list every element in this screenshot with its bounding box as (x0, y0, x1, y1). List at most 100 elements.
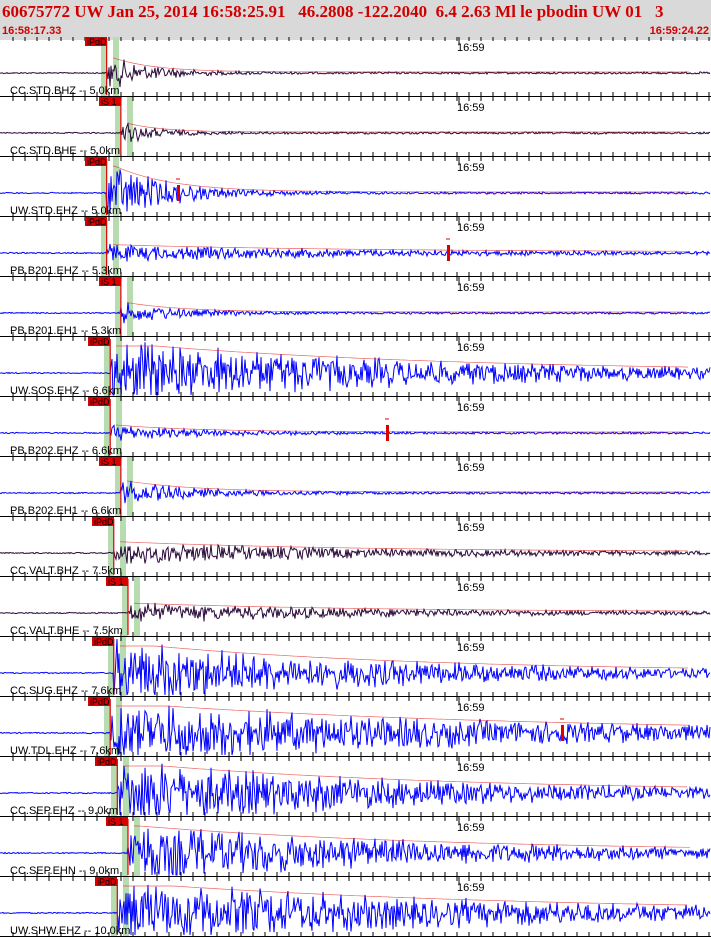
coda-envelope (134, 825, 690, 848)
s-arrival-band (120, 517, 126, 577)
p-arrival-band (101, 157, 107, 217)
channel-label: CC.SUG.EHZ -- 7.6km (10, 685, 121, 697)
coda-envelope (119, 541, 689, 552)
minute-tick-label: 16:59 (457, 102, 485, 114)
minute-tick-label: 16:59 (457, 282, 485, 294)
waveform-trace (0, 302, 711, 324)
waveform-trace (0, 121, 711, 143)
coda-envelope (115, 424, 688, 433)
channel-label: CC.SEP.EHZ -- 9.0km (10, 805, 118, 817)
coda-envelope (120, 645, 688, 669)
minute-tick-label: 16:59 (457, 822, 485, 834)
p-arrival-band (108, 637, 114, 697)
channel-label: UW.SHW.EHZ -- 10.0km (10, 925, 130, 937)
s-arrival-band (127, 97, 133, 157)
minute-tick-label: 16:59 (457, 42, 485, 54)
event-title: 60675772 UW Jan 25, 2014 16:58:25.91 46.… (2, 2, 664, 21)
minute-tick-label: 16:59 (457, 522, 485, 534)
pick-flag (99, 277, 121, 286)
minute-tick-label: 16:59 (457, 882, 485, 894)
waveform-trace (0, 763, 711, 816)
minute-tick-label: 16:59 (457, 162, 485, 174)
pick-label: iS 1 (101, 277, 117, 287)
pick-flag (99, 97, 121, 106)
p-arrival-band (111, 877, 117, 937)
waveform-trace (0, 543, 711, 564)
coda-envelope (112, 244, 689, 252)
channel-label: UW.SOS.EHZ -- 6.6km (10, 385, 122, 397)
minute-tick-label: 16:59 (457, 342, 485, 354)
pick-flag (88, 697, 110, 706)
pick-label: iS 1 (101, 457, 117, 467)
coda-marker (447, 245, 450, 261)
coda-envelope (126, 302, 687, 313)
minute-tick-label: 16:59 (457, 222, 485, 234)
start-time: 16:58:17.33 (2, 25, 62, 37)
pick-flag (88, 337, 110, 346)
pick-flag (95, 757, 117, 766)
pick-label: iPdD (87, 217, 107, 227)
p-arrival-band (115, 97, 121, 157)
s-arrival-band (113, 217, 119, 277)
pick-flag (88, 397, 110, 406)
pick-label: iPdD (90, 337, 110, 347)
channel-label: UW.STD.EHZ -- 5.0km (10, 205, 121, 217)
minute-tick-label: 16:59 (457, 582, 485, 594)
channel-label: CC.STD.BHE -- 5.0km (10, 145, 120, 157)
s-arrival-band (123, 757, 129, 817)
minute-tick-label: 16:59 (457, 402, 485, 414)
p-arrival-band (115, 277, 121, 337)
p-arrival-band (122, 817, 128, 877)
pick-label: iPdD (94, 637, 114, 647)
channel-label: PB.B201.EH1 -- 5.3km (10, 325, 121, 337)
minute-tick-label: 16:59 (457, 762, 485, 774)
s-arrival-band (113, 157, 119, 217)
pick-flag (92, 517, 114, 526)
waveform-trace (0, 169, 711, 216)
channel-label: PB.B202.EH1 -- 6.6km (10, 505, 121, 517)
channel-label: PB.B202.EHZ -- 6.6km (10, 445, 122, 457)
pick-label: iPdD (97, 757, 117, 767)
s-arrival-band (116, 397, 122, 457)
pick-flag (85, 37, 107, 46)
waveform-trace (0, 342, 711, 396)
minute-tick-label: 16:59 (457, 702, 485, 714)
p-arrival-band (115, 457, 121, 517)
s-arrival-band (120, 637, 126, 697)
coda-envelope (112, 165, 689, 193)
p-arrival-band (111, 757, 117, 817)
p-arrival-band (101, 37, 107, 97)
channel-label: CC.STD.BHZ -- 5.0km (10, 85, 119, 97)
coda-envelope (116, 705, 689, 726)
minute-tick-label: 16:59 (457, 462, 485, 474)
waveform-trace (0, 59, 711, 88)
channel-label: PB.B201.EHZ -- 5.3km (10, 265, 122, 277)
waveform-trace (0, 705, 711, 756)
waveform-trace (0, 638, 711, 696)
pick-label: iPdD (87, 157, 107, 167)
end-time: 16:59:24.22 (649, 25, 709, 37)
waveform-trace (0, 243, 711, 263)
p-arrival-band (104, 337, 110, 397)
pick-label: iS 1 (101, 97, 117, 107)
coda-envelope (126, 480, 687, 493)
s-arrival-band (116, 337, 122, 397)
channel-label: CC.VALT.BHZ -- 7.5km (10, 565, 122, 577)
s-arrival-band (134, 817, 140, 877)
channel-label: UW.TDL.EHZ -- 7.6km (10, 745, 120, 757)
pick-label: iS 1 (108, 577, 124, 587)
coda-marker (561, 725, 564, 741)
p-arrival-band (104, 697, 110, 757)
coda-marker (386, 425, 389, 441)
waveform-trace (0, 828, 711, 876)
waveform-trace (0, 424, 711, 441)
pick-label: iPdD (90, 397, 110, 407)
pick-flag (106, 577, 128, 586)
coda-envelope (133, 602, 691, 612)
s-arrival-band (127, 277, 133, 337)
channel-label: CC.VALT.BHE -- 7.5km (10, 625, 123, 637)
coda-marker (177, 185, 180, 201)
waveform-trace (0, 602, 711, 622)
p-arrival-band (108, 517, 114, 577)
